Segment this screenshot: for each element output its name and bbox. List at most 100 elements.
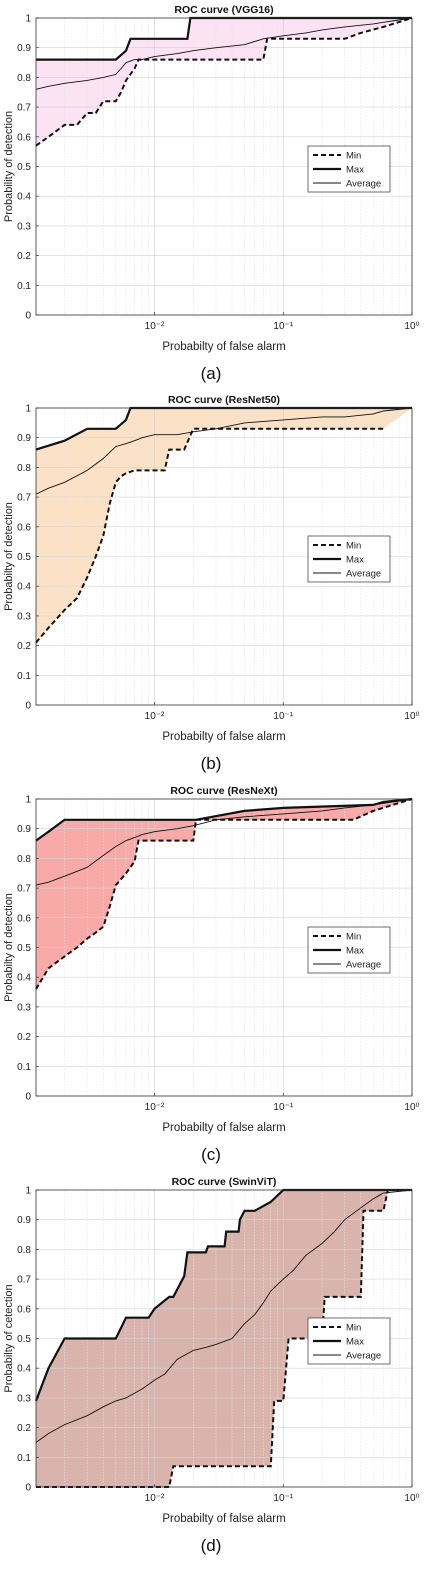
x-tick-label: 10⁻¹ <box>273 321 293 332</box>
series-line-average <box>35 798 413 886</box>
y-tick-label: 0.9 <box>17 824 31 835</box>
x-tick-label: 10⁻² <box>145 1493 165 1504</box>
x-tick-label: 10⁻¹ <box>273 711 293 722</box>
y-tick-label: 0.2 <box>17 1423 31 1434</box>
y-tick-label: 0.3 <box>17 611 31 622</box>
y-tick-label: 0.7 <box>17 884 31 895</box>
series-line-min <box>35 17 413 147</box>
chart-panel-0: 0 0.1 0.2 0.3 0.4 0.5 0.6 0.7 0.8 0.9 1 10⁻² 10⁻¹ 10⁰… <box>3 4 420 383</box>
legend-label-average: Average <box>346 1351 381 1362</box>
series-line-average <box>35 407 413 495</box>
legend: Min Max Average <box>307 535 391 583</box>
legend: Min Max Average <box>307 1317 391 1365</box>
y-tick-label: 0.3 <box>17 1002 31 1013</box>
chart-title: ROC curve (ResNet50) <box>168 394 280 406</box>
x-tick-label: 10⁰ <box>404 711 419 722</box>
y-tick-label: 0.1 <box>17 671 31 682</box>
x-axis-label: Probabilty of false alarm <box>162 1513 285 1525</box>
y-tick-label: 0.5 <box>17 162 31 173</box>
legend: Min Max Average <box>307 926 391 974</box>
y-tick-label: 0.2 <box>17 251 31 262</box>
y-tick-label: 0.3 <box>17 221 31 232</box>
min-max-band <box>36 799 412 990</box>
legend-label-max: Max <box>346 946 364 957</box>
legend-label-min: Min <box>346 541 361 552</box>
min-max-band <box>36 18 412 146</box>
y-tick-label: 0.9 <box>17 1215 31 1226</box>
x-tick-label: 10⁻² <box>145 711 165 722</box>
y-tick-label: 0.6 <box>17 522 31 533</box>
chart-panel-3: 0 0.1 0.2 0.3 0.4 0.5 0.6 0.7 0.8 0.9 1 10⁻² 10⁻¹ 10⁰… <box>3 1176 420 1555</box>
y-tick-label: 0 <box>25 311 31 322</box>
y-tick-label: 0.5 <box>17 552 31 563</box>
x-axis-label: Probabilty of false alarm <box>162 341 285 353</box>
series-line-average <box>35 17 413 90</box>
panel-label: (a) <box>201 364 222 383</box>
y-tick-label: 0.4 <box>17 1364 31 1375</box>
series-line-min <box>35 427 384 644</box>
y-tick-label: 1 <box>25 14 31 25</box>
x-tick-label: 10⁰ <box>404 1102 419 1113</box>
y-tick-label: 0.7 <box>17 103 31 114</box>
y-tick-label: 0.8 <box>17 73 31 84</box>
series-line-min <box>35 798 413 990</box>
y-tick-label: 0.8 <box>17 854 31 865</box>
y-tick-label: 0.4 <box>17 192 31 203</box>
y-tick-label: 0.9 <box>17 433 31 444</box>
series-line-max <box>34 1188 412 1402</box>
chart-title: ROC curve (SwinViT) <box>172 1176 277 1188</box>
x-tick-label: 10⁻¹ <box>273 1102 293 1113</box>
legend-label-average: Average <box>346 960 381 971</box>
x-axis-label: Probabilty of false alarm <box>162 731 285 743</box>
legend-label-min: Min <box>346 1323 361 1334</box>
panel-label: (d) <box>201 1536 222 1555</box>
series-line-average <box>35 1189 413 1443</box>
panel-label: (c) <box>201 1145 221 1164</box>
y-tick-label: 0.8 <box>17 1245 31 1256</box>
chart-title: ROC curve (ResNeXt) <box>170 785 277 797</box>
y-tick-label: 0 <box>25 1092 31 1103</box>
x-axis-label: Probabilty of false alarm <box>162 1122 285 1134</box>
y-tick-label: 1 <box>25 1186 31 1197</box>
legend-label-max: Max <box>346 165 364 176</box>
y-tick-label: 0.5 <box>17 1334 31 1345</box>
legend: Min Max Average <box>307 145 391 193</box>
x-tick-label: 10⁰ <box>404 1493 419 1504</box>
min-max-band <box>36 408 412 643</box>
legend-label-min: Min <box>346 151 361 162</box>
y-tick-label: 0.4 <box>17 973 31 984</box>
x-tick-label: 10⁰ <box>404 321 419 332</box>
legend-label-max: Max <box>346 555 364 566</box>
y-tick-label: 0.5 <box>17 943 31 954</box>
y-tick-label: 0.1 <box>17 1453 31 1464</box>
series-line-min <box>36 1189 412 1488</box>
y-tick-label: 0.7 <box>17 493 31 504</box>
y-tick-label: 0.8 <box>17 463 31 474</box>
y-tick-label: 1 <box>25 795 31 806</box>
legend-label-average: Average <box>346 179 381 190</box>
y-axis-label: Probabilty of detection <box>3 893 15 1002</box>
panel-label: (b) <box>201 754 222 773</box>
y-tick-label: 0.1 <box>17 281 31 292</box>
y-tick-label: 0.2 <box>17 641 31 652</box>
x-tick-label: 10⁻¹ <box>273 1493 293 1504</box>
y-tick-label: 0 <box>25 1483 31 1494</box>
x-tick-label: 10⁻² <box>145 1102 165 1113</box>
y-tick-label: 0.6 <box>17 132 31 143</box>
y-tick-label: 0 <box>25 701 31 712</box>
legend-label-min: Min <box>346 932 361 943</box>
y-tick-label: 0.3 <box>17 1393 31 1404</box>
legend-label-average: Average <box>346 569 381 580</box>
y-tick-label: 0.6 <box>17 913 31 924</box>
y-tick-label: 0.2 <box>17 1032 31 1043</box>
y-tick-label: 0.9 <box>17 43 31 54</box>
y-axis-label: Probabilty of cetection <box>3 1284 15 1392</box>
y-tick-label: 0.6 <box>17 1304 31 1315</box>
y-axis-label: Probabilty of detection <box>3 502 15 611</box>
chart-title: ROC curve (VGG16) <box>174 4 273 16</box>
legend-label-max: Max <box>346 1337 364 1348</box>
y-tick-label: 0.4 <box>17 582 31 593</box>
chart-panel-1: 0 0.1 0.2 0.3 0.4 0.5 0.6 0.7 0.8 0.9 1 10⁻² 10⁻¹ 10⁰… <box>3 394 420 773</box>
